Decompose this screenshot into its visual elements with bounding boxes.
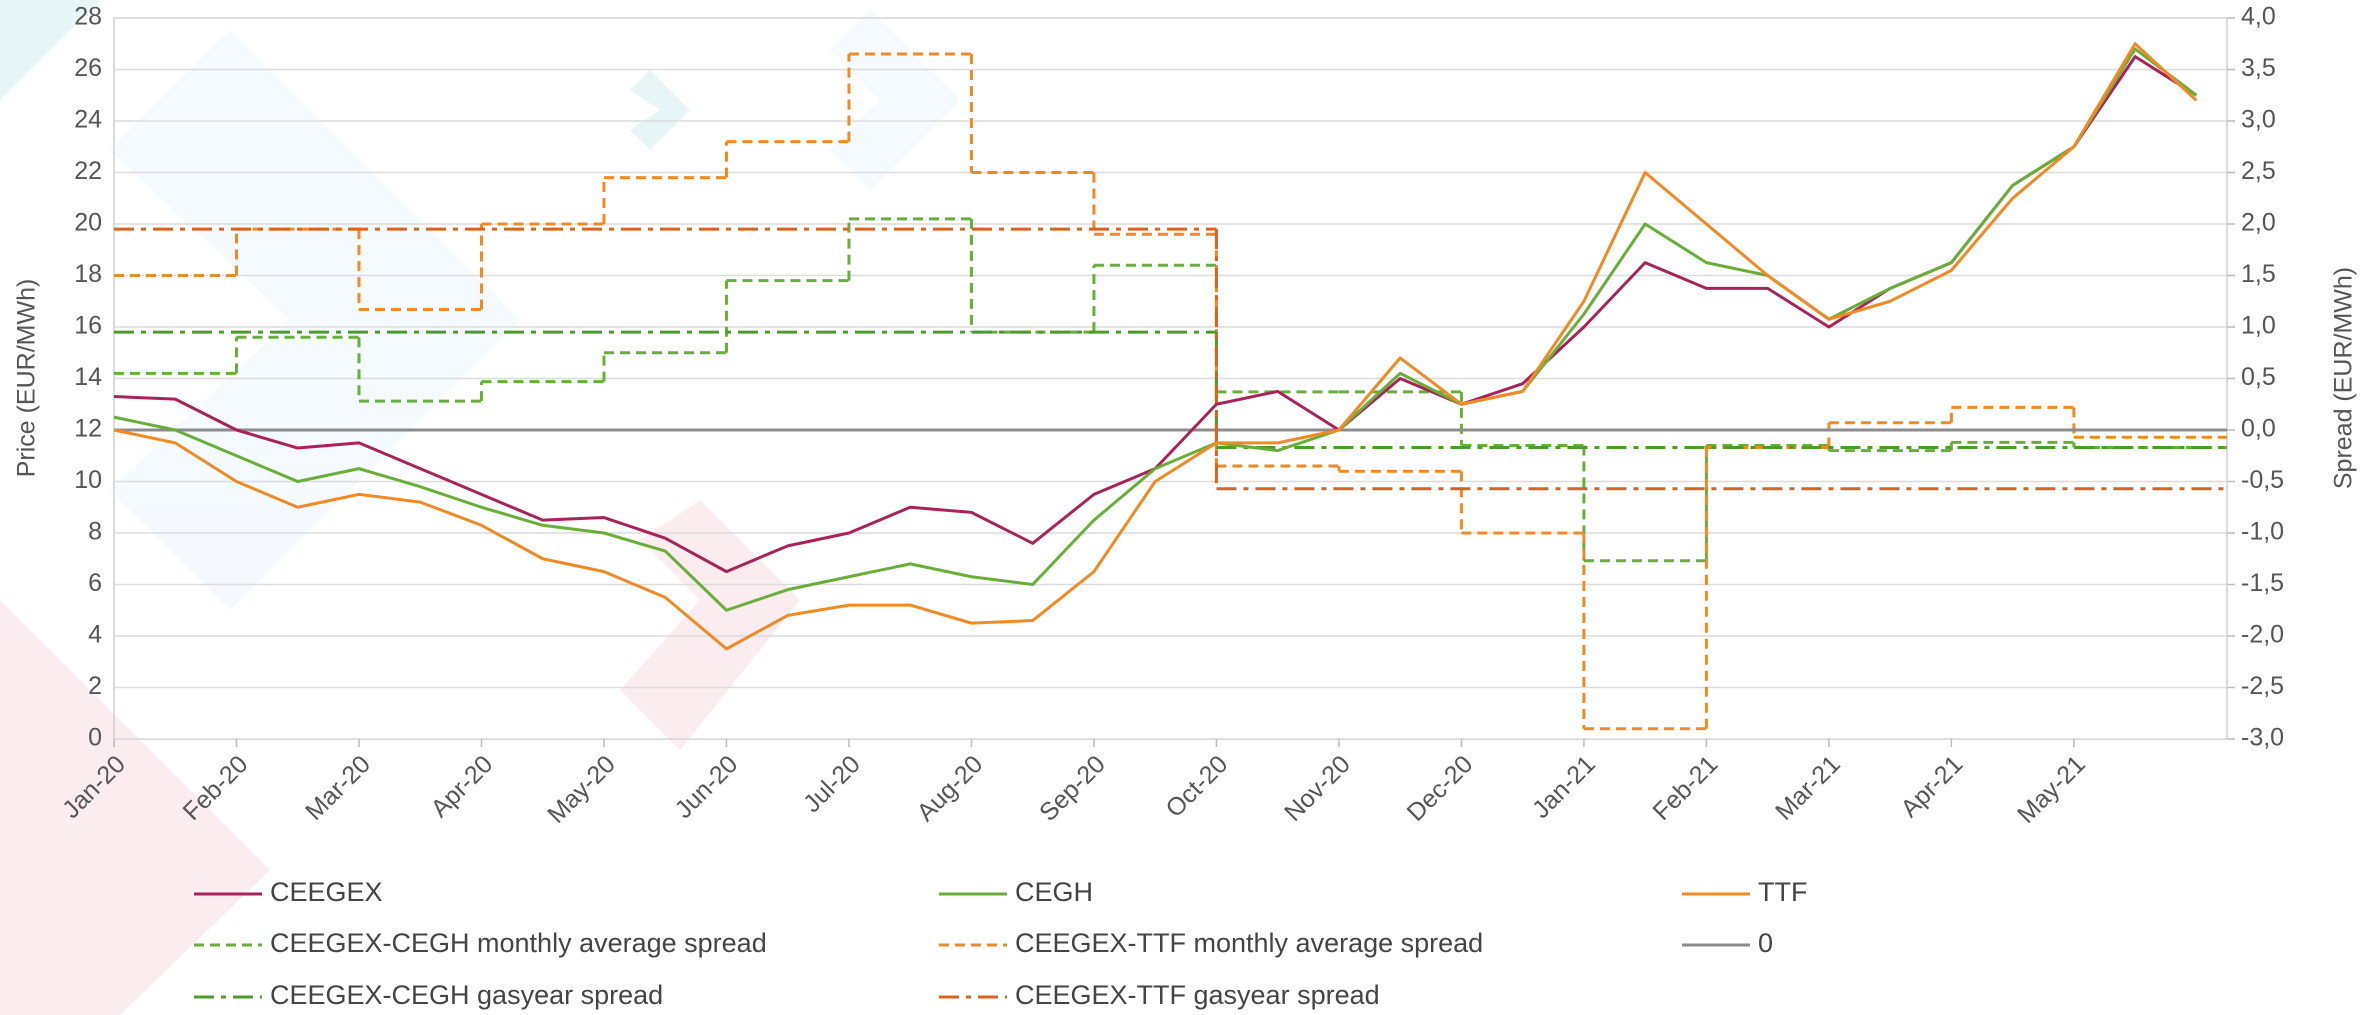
series-line [113, 42, 2198, 651]
y-tick-label: 28 [74, 3, 102, 31]
y2-tick-label: 2,0 [2241, 209, 2276, 237]
y-axis-title: Price (EUR/MWh) [13, 279, 41, 478]
y-tick-label: 22 [74, 157, 102, 185]
y2-tick-label: -2,5 [2241, 672, 2284, 700]
y-tick-label: 10 [74, 466, 102, 494]
legend-label: CEGH [1015, 877, 1093, 907]
y-tick-label: 18 [74, 260, 102, 288]
x-tick-label: Apr-21 [1895, 750, 1968, 823]
x-tick-label: Mar-21 [1770, 750, 1846, 826]
y-tick-label: 12 [74, 415, 102, 443]
y-tick-label: 4 [88, 621, 102, 649]
legend-label: TTF [1758, 877, 1807, 907]
x-tick-label: Apr-20 [426, 750, 499, 823]
y-tick-label: 26 [74, 54, 102, 82]
decor-shape [630, 70, 690, 150]
x-tick-label: Mar-20 [300, 750, 376, 826]
x-tick-label: Dec-20 [1402, 750, 1479, 827]
y-tick-label: 20 [74, 209, 102, 237]
decor-shape [830, 10, 960, 190]
y2-tick-label: -1,5 [2241, 569, 2284, 597]
x-tick-label: Jul-20 [798, 750, 866, 818]
y-tick-label: 6 [88, 569, 102, 597]
y2-tick-label: 3,5 [2241, 54, 2276, 82]
legend-label: CEEGEX [270, 877, 383, 907]
x-tick-label: Sep-20 [1034, 750, 1111, 827]
legend-label: CEEGEX-TTF monthly average spread [1015, 928, 1483, 958]
y2-tick-label: -3,0 [2241, 724, 2284, 752]
x-tick-label: Nov-20 [1279, 750, 1356, 827]
y-tick-label: 2 [88, 672, 102, 700]
legend-label: CEEGEX-CEGH monthly average spread [270, 928, 767, 958]
x-tick-label: Jun-20 [670, 750, 744, 824]
legend-label: 0 [1758, 928, 1773, 958]
x-tick-label: Feb-21 [1648, 750, 1724, 826]
y2-tick-label: -2,0 [2241, 621, 2284, 649]
x-tick-label: Oct-20 [1160, 750, 1233, 823]
x-tick-label: Jan-21 [1527, 750, 1601, 824]
y2-tick-label: -0,5 [2241, 466, 2284, 494]
decor-shape [110, 30, 520, 610]
y-tick-label: 14 [74, 363, 102, 391]
x-tick-label: Aug-20 [912, 750, 989, 827]
y2-tick-label: 1,0 [2241, 312, 2276, 340]
legend: CEEGEX CEGH TTF CEEGEX-CEGH monthly average… [194, 877, 1807, 1010]
x-tick-label: Feb-20 [178, 750, 254, 826]
y-tick-label: 16 [74, 312, 102, 340]
y2-tick-label: 0,0 [2241, 415, 2276, 443]
y-tick-label: 24 [74, 106, 102, 134]
y2-tick-label: 0,5 [2241, 363, 2276, 391]
y-tick-label: 8 [88, 518, 102, 546]
y2-axis-title: Spread (EUR/MWh) [2330, 267, 2358, 489]
y2-tick-label: -1,0 [2241, 518, 2284, 546]
y-tick-label: 0 [88, 724, 102, 752]
decor-shape [0, 0, 100, 100]
legend-label: CEEGEX-CEGH gasyear spread [270, 980, 663, 1010]
y2-tick-label: 2,5 [2241, 157, 2276, 185]
x-tick-label: May-20 [542, 750, 621, 829]
y2-tick-label: 4,0 [2241, 3, 2276, 31]
decor-shape [0, 600, 270, 1015]
legend-label: CEEGEX-TTF gasyear spread [1015, 980, 1380, 1010]
y2-tick-label: 3,0 [2241, 106, 2276, 134]
series-line [113, 47, 2198, 612]
y2-tick-label: 1,5 [2241, 260, 2276, 288]
x-tick-label: May-21 [2012, 750, 2091, 829]
